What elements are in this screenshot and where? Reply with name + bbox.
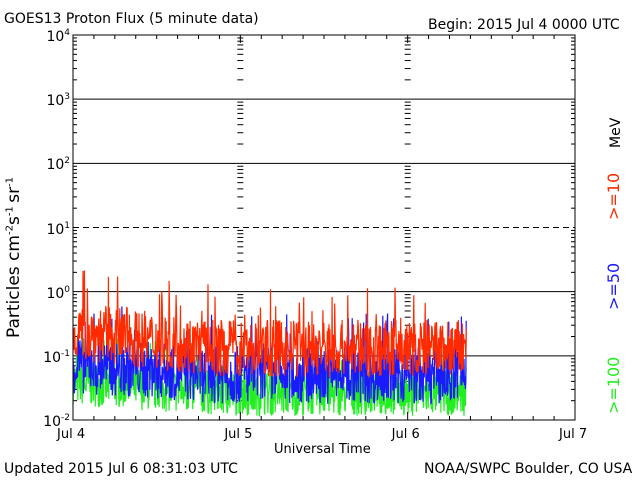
y-tick-label: 102 <box>46 156 70 174</box>
legend-gt10: >=10 <box>604 172 623 220</box>
legend-unit: MeV <box>608 117 624 148</box>
y-tick-label: 104 <box>46 28 70 45</box>
x-tick-label: Jul 7 <box>559 427 588 442</box>
y-tick-label: 100 <box>46 284 70 302</box>
y-tick-label: 101 <box>46 220 70 238</box>
updated-timestamp: Updated 2015 Jul 6 08:31:03 UTC <box>4 461 238 477</box>
data-source: NOAA/SWPC Boulder, CO USA <box>424 461 633 477</box>
y-axis-label: Particles cm-2s-1 sr-1 <box>4 176 24 338</box>
legend-gt50: >=50 <box>604 262 623 310</box>
x-tick-marks <box>72 35 576 420</box>
chart-title: GOES13 Proton Flux (5 minute data) <box>4 11 259 27</box>
series-line-gt100 <box>72 338 467 418</box>
x-axis-label: Universal Time <box>274 442 371 457</box>
series-layer <box>72 270 467 418</box>
begin-time: Begin: 2015 Jul 4 0000 UTC <box>428 17 620 33</box>
y-tick-label: 10-2 <box>43 413 70 430</box>
legend-gt100: >=100 <box>604 356 623 414</box>
series-line-gt10 <box>72 270 467 378</box>
y-tick-label: 103 <box>46 92 70 110</box>
x-tick-label: Jul 6 <box>391 427 420 442</box>
x-tick-label: Jul 4 <box>57 427 86 442</box>
x-tick-label: Jul 5 <box>224 427 253 442</box>
y-tick-label: 10-1 <box>43 348 70 366</box>
